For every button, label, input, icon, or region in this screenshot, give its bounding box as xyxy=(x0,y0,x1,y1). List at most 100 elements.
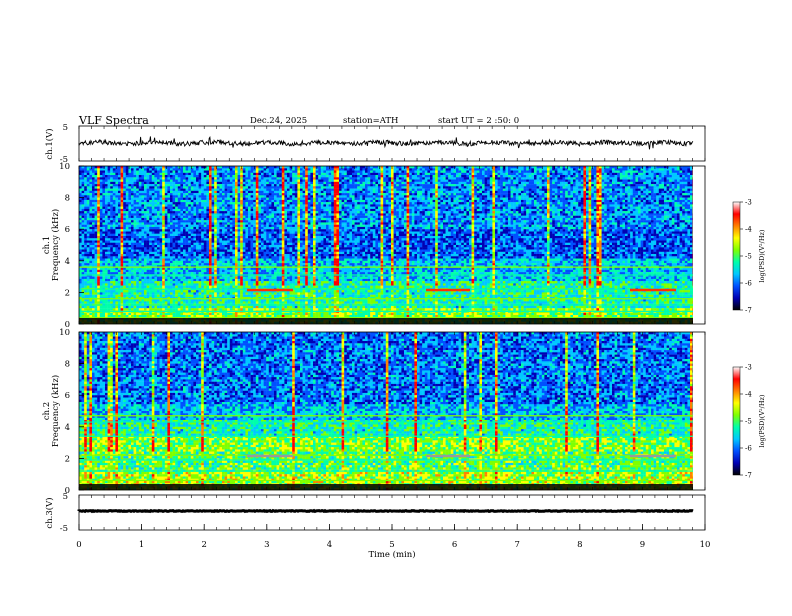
spectrogram-cell xyxy=(160,295,163,297)
spectrogram-cell xyxy=(222,218,225,220)
spectrogram-cell xyxy=(206,186,209,188)
spectrogram-cell xyxy=(154,195,157,197)
spectrogram-cell xyxy=(139,227,142,229)
spectrogram-cell xyxy=(256,238,259,240)
spectrogram-cell xyxy=(89,256,92,258)
spectrogram-cell xyxy=(165,222,168,224)
spectrogram-cell xyxy=(95,207,98,209)
spectrogram-cell xyxy=(256,236,259,238)
spectrogram-cell xyxy=(238,313,241,315)
spectrogram-cell xyxy=(147,295,150,297)
spectrogram-cell xyxy=(162,202,165,204)
spectrogram-cell xyxy=(147,198,150,200)
spectrogram-cell xyxy=(149,232,152,234)
spectrogram-cell xyxy=(139,290,142,292)
spectrogram-cell xyxy=(126,301,129,303)
spectrogram-cell xyxy=(248,180,251,182)
spectrogram-cell xyxy=(186,186,189,188)
spectrogram-cell xyxy=(134,198,137,200)
spectrogram-cell xyxy=(240,191,243,193)
spectrogram-cell xyxy=(173,195,176,197)
spectrogram-cell xyxy=(123,254,126,256)
spectrogram-cell xyxy=(183,256,186,258)
spectrogram-cell xyxy=(118,290,121,292)
spectrogram-cell xyxy=(121,200,124,202)
spectrogram-cell xyxy=(118,234,121,236)
spectrogram-cell xyxy=(212,195,215,197)
spectrogram-cell xyxy=(188,211,191,213)
spectrogram-cell xyxy=(188,236,191,238)
spectrogram-cell xyxy=(154,232,157,234)
spectrogram-cell xyxy=(144,216,147,218)
spectrogram-cell xyxy=(123,243,126,245)
spectrogram-cell xyxy=(149,308,152,310)
spectrogram-cell xyxy=(126,263,129,265)
spectrogram-cell xyxy=(191,182,194,184)
spectrogram-cell xyxy=(170,173,173,175)
spectrogram-cell xyxy=(89,204,92,206)
spectrogram-cell xyxy=(248,198,251,200)
spectrogram-cell xyxy=(108,268,111,270)
spectrogram-cell xyxy=(256,202,259,204)
spectrogram-cell xyxy=(89,180,92,182)
start-time-label: start UT = 2 :50: 0 xyxy=(438,116,519,126)
spectrogram-cell xyxy=(238,200,241,202)
spectrogram-cell xyxy=(139,236,142,238)
spectrogram-cell xyxy=(141,232,144,234)
spectrogram-cell xyxy=(118,236,121,238)
spectrogram-cell xyxy=(186,272,189,274)
spectrogram-cell xyxy=(199,193,202,195)
spectrogram-cell xyxy=(243,281,246,283)
spectrogram-cell xyxy=(227,168,230,170)
spectrogram-cell xyxy=(222,292,225,294)
spectrogram-cell xyxy=(212,168,215,170)
spectrogram-cell xyxy=(118,245,121,247)
spectrogram-cell xyxy=(144,238,147,240)
spectrogram-cell xyxy=(251,211,254,213)
spectrogram-cell xyxy=(92,168,95,170)
spectrogram-cell xyxy=(131,200,134,202)
spectrogram-cell xyxy=(115,209,118,211)
spectrogram-cell xyxy=(170,299,173,301)
spectrogram-cell xyxy=(123,283,126,285)
spectrogram-cell xyxy=(199,243,202,245)
spectrogram-cell xyxy=(79,245,82,247)
spectrogram-cell xyxy=(79,234,82,236)
spectrogram-cell xyxy=(261,220,264,222)
spectrogram-cell xyxy=(149,279,152,281)
spectrogram-cell xyxy=(102,281,105,283)
spectrogram-cell xyxy=(183,313,186,315)
spectrogram-cell xyxy=(178,191,181,193)
spectrogram-cell xyxy=(251,168,254,170)
spectrogram-cell xyxy=(173,186,176,188)
spectrogram-cell xyxy=(183,168,186,170)
spectrogram-cell xyxy=(108,272,111,274)
spectrogram-cell xyxy=(95,198,98,200)
spectrogram-cell xyxy=(147,236,150,238)
spectrogram-cell xyxy=(108,281,111,283)
spectrogram-cell xyxy=(253,211,256,213)
spectrogram-cell xyxy=(115,299,118,301)
spectrogram-cell xyxy=(214,286,217,288)
spectrogram-cell xyxy=(167,234,170,236)
spectrogram-cell xyxy=(136,202,139,204)
spectrogram-cell xyxy=(105,259,108,261)
spectrogram-cell xyxy=(251,245,254,247)
spectrogram-cell xyxy=(188,241,191,243)
spectrogram-cell xyxy=(139,189,142,191)
spectrogram-cell xyxy=(212,198,215,200)
spectrogram-cell xyxy=(149,198,152,200)
spectrogram-cell xyxy=(238,198,241,200)
spectrogram-cell xyxy=(227,313,230,315)
spectrogram-cell xyxy=(121,252,124,254)
spectrogram-cell xyxy=(100,184,103,186)
spectrogram-cell xyxy=(196,283,199,285)
spectrogram-cell xyxy=(87,232,90,234)
spectrogram-cell xyxy=(230,177,233,179)
spectrogram-cell xyxy=(235,252,238,254)
spectrogram-cell xyxy=(188,306,191,308)
spectrogram-cell xyxy=(160,191,163,193)
spectrogram-cell xyxy=(261,168,264,170)
spectrogram-cell xyxy=(230,306,233,308)
spectrogram-cell xyxy=(92,295,95,297)
